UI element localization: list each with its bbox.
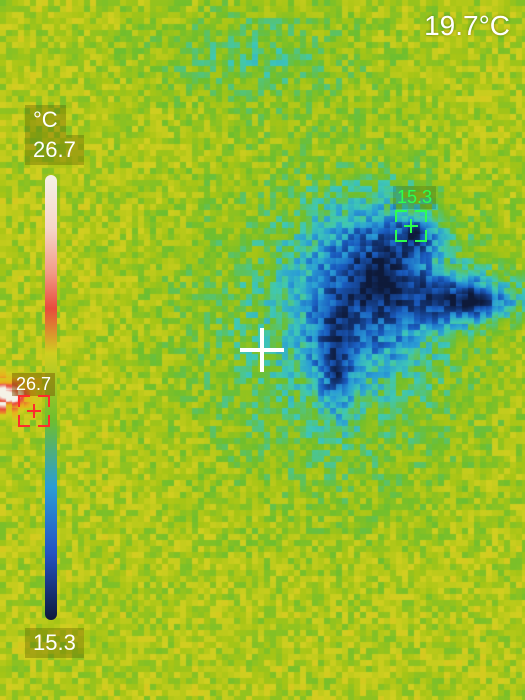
thermal-image (0, 0, 525, 700)
